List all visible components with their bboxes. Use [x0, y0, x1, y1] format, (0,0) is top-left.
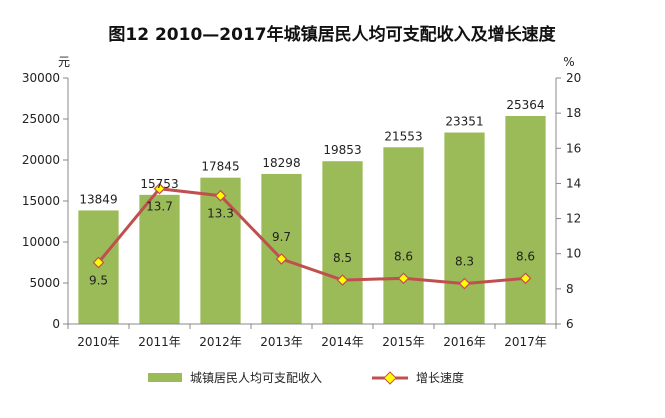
income-bar: [383, 147, 424, 324]
x-tick-label: 2014年: [321, 335, 364, 349]
x-tick-label: 2010年: [77, 335, 120, 349]
growth-value-label: 8.5: [333, 251, 352, 265]
growth-point: [519, 272, 532, 285]
growth-point: [153, 182, 166, 195]
growth-point: [275, 253, 288, 265]
right-tick-label: 20: [566, 71, 581, 85]
right-tick-label: 14: [566, 176, 581, 190]
left-tick-label: 20000: [22, 153, 60, 167]
x-tick-label: 2012年: [199, 335, 242, 349]
x-tick-label: 2017年: [504, 335, 547, 349]
income-bar: [444, 132, 485, 324]
left-axis: 0 5000 10000 15000 20000 25000 30000: [22, 71, 68, 331]
x-tick-label: 2015年: [382, 335, 425, 349]
bar-value-label: 19853: [323, 143, 361, 157]
bar-value-label: 21553: [384, 129, 422, 143]
income-bar: [505, 116, 546, 324]
x-axis: 2010年 2011年 2012年 2013年 2014年 2015年 2016年 2017年: [67, 324, 557, 349]
growth-value-label: 8.6: [516, 249, 535, 263]
x-tick-label: 2016年: [443, 335, 486, 349]
left-tick-label: 10000: [22, 235, 60, 249]
left-tick-label: 15000: [22, 194, 60, 208]
legend-bar-label: 城镇居民人均可支配收入: [190, 371, 322, 385]
x-tick-label: 2013年: [260, 335, 303, 349]
left-tick-label: 30000: [22, 71, 60, 85]
income-bar: [261, 173, 302, 324]
legend-line-label: 增长速度: [416, 370, 464, 385]
bar-value-label: 15753: [140, 177, 178, 191]
right-tick-label: 6: [566, 317, 574, 331]
left-tick-label: 5000: [29, 276, 60, 290]
bar-value-labels: 13849 15753 17845 18298 19853 21553 23351 25364: [79, 98, 544, 206]
growth-point: [458, 277, 471, 290]
right-axis: 6 8 10 12 14 16 18 20: [556, 71, 581, 331]
growth-value-label: 9.7: [272, 230, 291, 244]
left-tick-label: 25000: [22, 112, 60, 126]
bar-value-label: 13849: [79, 192, 117, 206]
bar-value-label: 17845: [201, 160, 239, 174]
right-tick-label: 10: [566, 247, 581, 261]
income-bar: [139, 194, 180, 324]
left-tick-label: 0: [52, 317, 60, 331]
right-tick-label: 16: [566, 141, 581, 155]
right-axis-unit: %: [563, 55, 574, 69]
left-axis-unit: 元: [58, 55, 70, 69]
income-bar: [322, 161, 363, 324]
growth-value-label: 9.5: [89, 274, 108, 288]
growth-point: [214, 189, 227, 202]
growth-value-labels: 9.5 13.7 13.3 9.7 8.5 8.6 8.3 8.6: [89, 200, 535, 288]
right-tick-label: 18: [566, 106, 581, 120]
growth-value-label: 13.3: [207, 207, 234, 221]
bar-value-label: 25364: [506, 98, 544, 112]
bar-value-label: 23351: [445, 115, 483, 129]
growth-point: [92, 256, 105, 269]
income-bars: [78, 116, 546, 324]
bar-value-label: 18298: [262, 156, 300, 170]
growth-polyline: [97, 187, 526, 286]
x-tick-label: 2011年: [138, 335, 181, 349]
growth-point: [336, 274, 349, 286]
legend-bar-swatch: [148, 373, 182, 382]
growth-line: [92, 182, 532, 290]
chart-title: 图12 2010—2017年城镇居民人均可支配收入及增长速度: [108, 24, 556, 45]
right-tick-label: 8: [566, 282, 574, 296]
right-tick-label: 12: [566, 212, 581, 226]
growth-point: [397, 272, 410, 285]
growth-value-label: 8.6: [394, 249, 413, 263]
growth-value-label: 13.7: [146, 200, 173, 214]
growth-value-label: 8.3: [455, 255, 474, 269]
income-bar: [200, 177, 241, 324]
legend: 城镇居民人均可支配收入 增长速度: [148, 370, 464, 385]
legend-line-marker: [383, 371, 397, 385]
